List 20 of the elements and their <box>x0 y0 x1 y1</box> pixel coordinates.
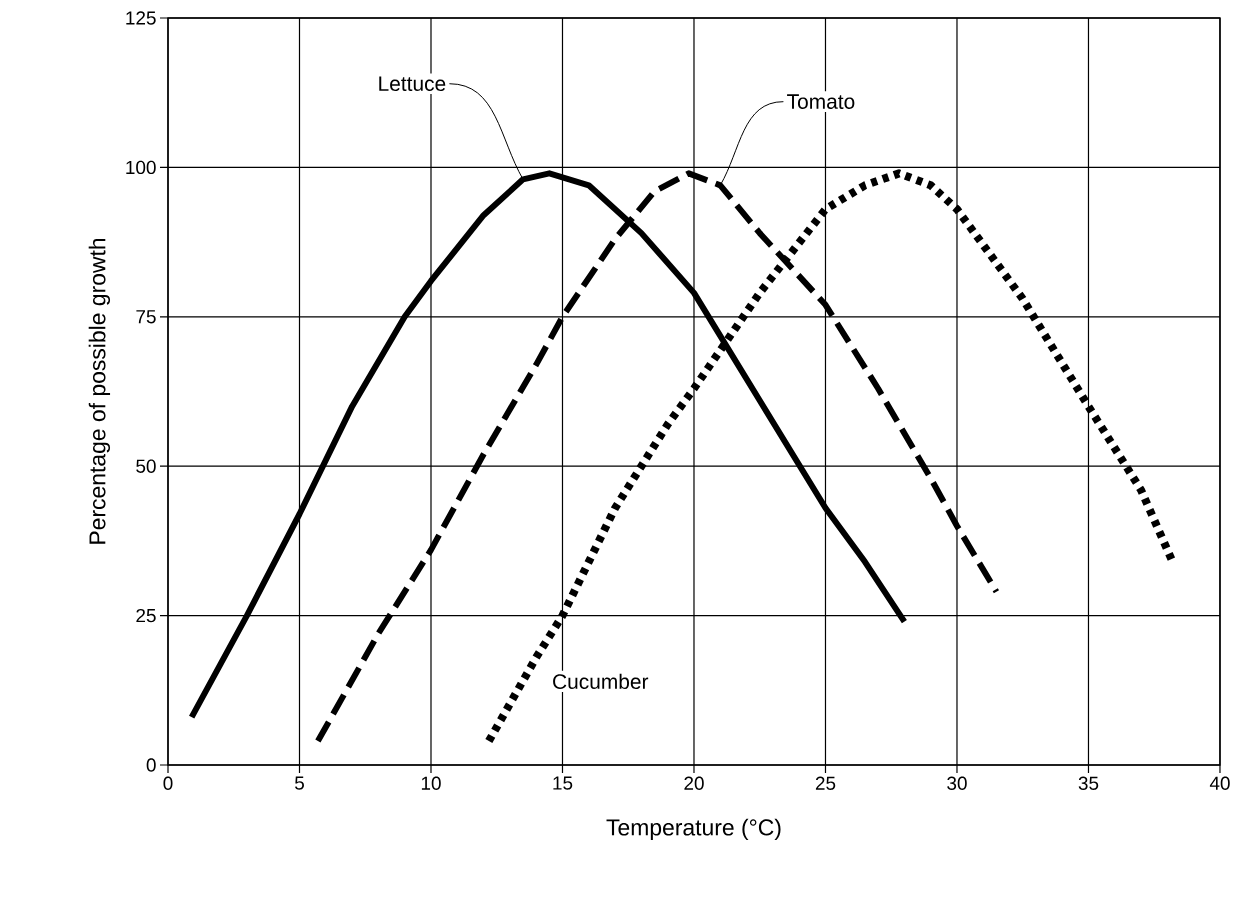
x-tick-label: 30 <box>947 776 967 790</box>
series-label: Cucumber <box>553 673 649 690</box>
x-axis-title: Temperature (°C) <box>606 818 781 841</box>
text: Tomato <box>787 94 855 109</box>
x-tick-label: 10 <box>421 776 441 790</box>
x-tick-label: 20 <box>684 776 704 790</box>
x-tick-label: 15 <box>553 776 573 790</box>
text: Lettuce <box>379 76 446 92</box>
y-axis-title: Percentage of possible growth <box>88 238 111 544</box>
y-tick-label: 0 <box>146 758 156 772</box>
y-tick-label: 75 <box>136 310 156 324</box>
y-tick-label: 125 <box>126 11 156 25</box>
x-tick-label: 40 <box>1209 776 1230 790</box>
y-tick-label: 100 <box>126 160 156 175</box>
y-tick-label: 25 <box>136 608 156 623</box>
x-tick-label: 0 <box>163 776 173 790</box>
x-tick-label: 25 <box>815 776 836 790</box>
x-tick-label: 35 <box>1078 776 1099 790</box>
x-tick-label: 5 <box>294 776 304 790</box>
y-tick-label: 50 <box>136 459 156 473</box>
